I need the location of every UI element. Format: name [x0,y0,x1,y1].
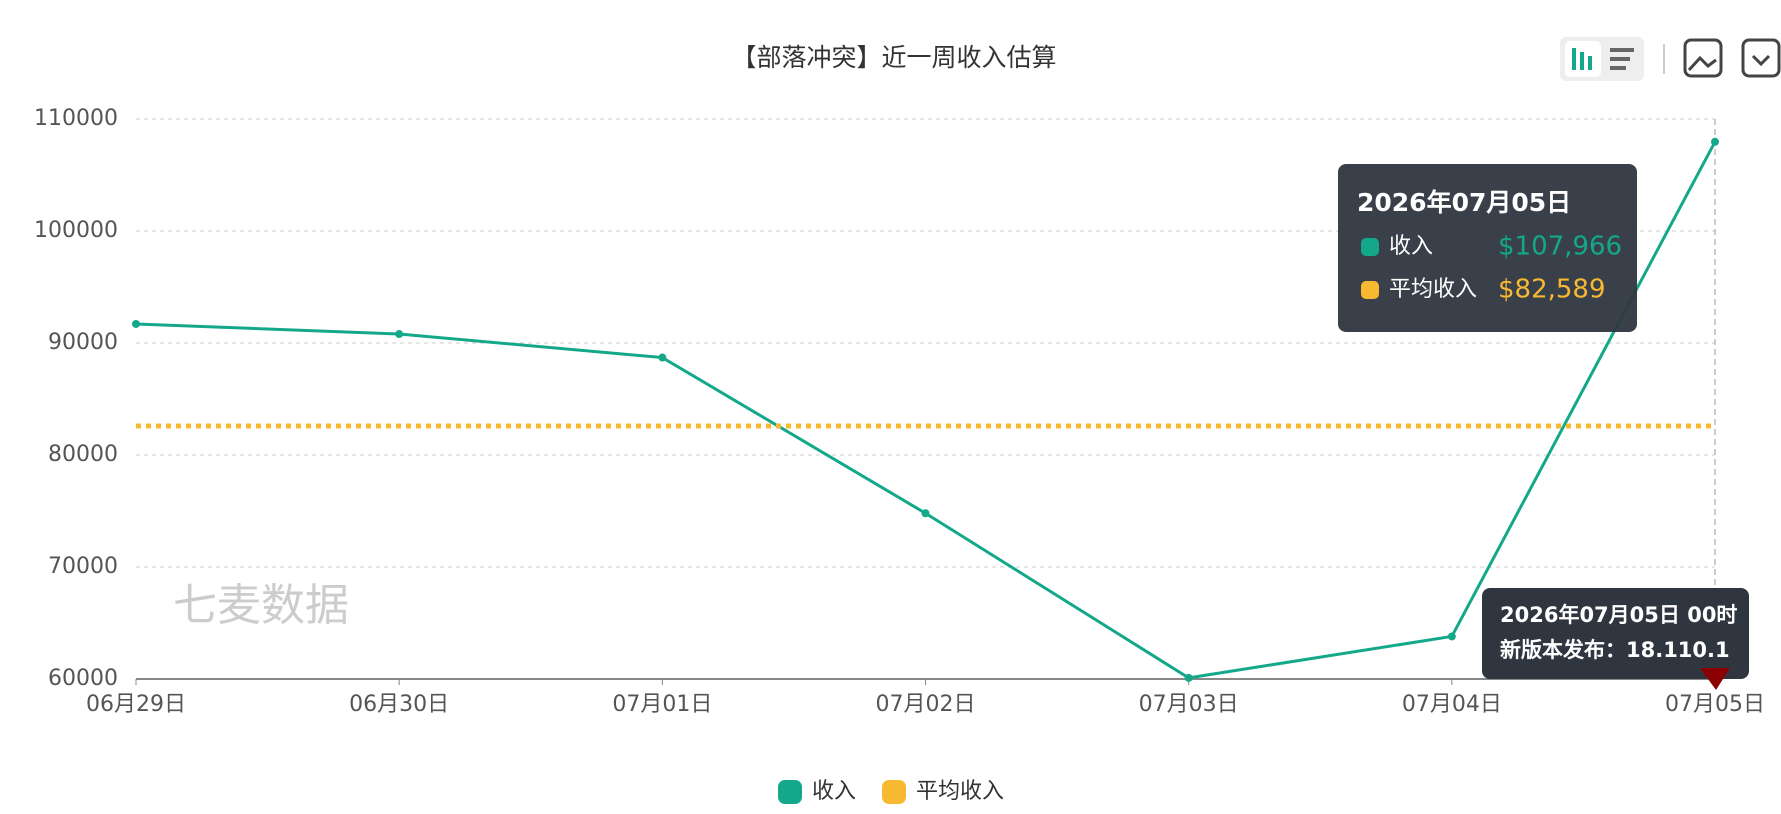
legend-swatch [778,780,802,804]
x-tick-label: 06月30日 [349,692,449,717]
y-tick-label: 100000 [34,218,118,243]
tooltip-swatch [1361,281,1379,299]
tooltip-value: $107,966 [1498,232,1622,262]
y-tick-label: 70000 [48,554,118,579]
y-tick-label: 80000 [48,442,118,467]
legend-swatch [882,780,907,804]
download-button[interactable] [1741,38,1781,78]
watermark: 七麦数据 [173,580,349,631]
chart-title: 【部落冲突】近一周收入估算 [731,43,1056,72]
tooltip-name: 收入 [1389,234,1433,259]
y-tick-label: 60000 [48,666,118,691]
annotation-pointer [1700,668,1730,690]
image-button[interactable] [1683,38,1723,78]
icon [1572,48,1576,70]
x-tick-label: 07月02日 [876,692,976,717]
x-tick-label: 07月01日 [612,692,712,717]
icon [1610,48,1634,52]
icon [1610,57,1630,61]
point [658,353,667,362]
y-tick-label: 90000 [48,330,118,355]
legend-label: 收入 [812,779,856,804]
icon [1751,54,1771,67]
icon [1687,55,1717,72]
tooltip-swatch [1361,238,1379,256]
x-tick-label: 07月05日 [1665,692,1765,717]
point [1711,137,1719,146]
x-tick-label: 06月29日 [86,692,186,717]
point [132,319,140,328]
annotation-text: 新版本发布：18.110.1 [1500,638,1730,662]
y-tick-label: 110000 [34,106,118,131]
tooltip-value: $82,589 [1498,275,1606,305]
icon [1610,66,1626,70]
tooltip-box [1338,164,1637,332]
x-tick-label: 07月03日 [1139,692,1239,717]
point [395,330,404,339]
point [1447,632,1456,641]
x-tick-label: 07月04日 [1402,692,1502,717]
annotation-text: 2026年07月05日 00时 [1500,603,1737,627]
icon [1588,56,1592,70]
tooltip-title: 2026年07月05日 [1357,188,1571,217]
point [1184,673,1193,682]
legend-label: 平均收入 [916,779,1004,804]
annotation-box [1482,588,1749,679]
point [921,509,930,518]
icon [1580,52,1584,70]
tooltip-name: 平均收入 [1389,277,1477,302]
toolbar [1560,37,1781,81]
